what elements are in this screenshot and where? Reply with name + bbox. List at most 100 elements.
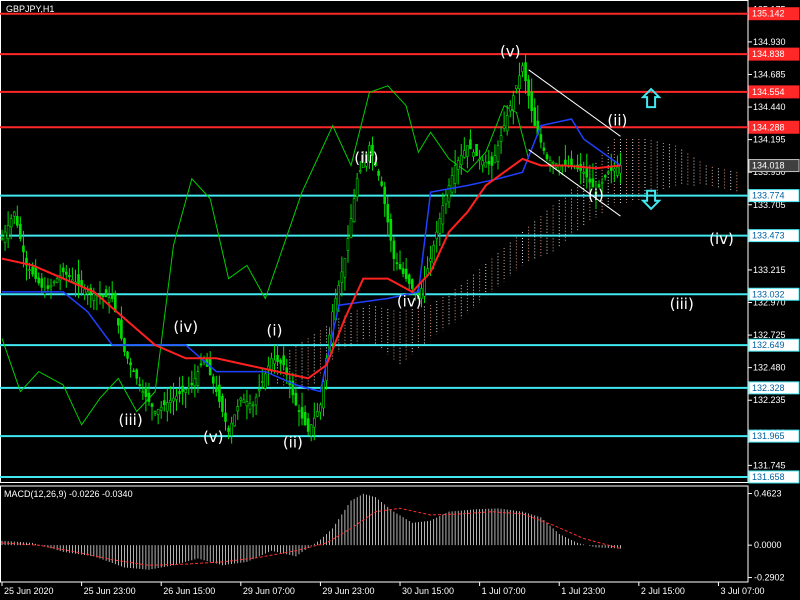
candle-bull [548, 160, 552, 165]
candle-bull [257, 389, 261, 392]
price-level-tag-text: 132.328 [752, 383, 785, 393]
candle-bear [524, 62, 527, 82]
candle-bear [25, 257, 28, 266]
candle-bull [502, 125, 506, 129]
x-tick-label: 1 Jul 07:00 [482, 586, 526, 596]
candle-bull [319, 404, 322, 413]
candle-bear [31, 266, 34, 275]
wave-label: (ii) [283, 433, 303, 451]
candle-bull [478, 158, 481, 161]
macd-signal-line [1, 507, 621, 566]
candle-bear [178, 391, 181, 395]
wave-label: (v) [203, 428, 224, 446]
candle-bear [392, 240, 396, 259]
candle-bull [438, 218, 442, 234]
candle-bear [303, 412, 307, 426]
main-plot-frame [0, 0, 749, 483]
candle-bull [484, 161, 488, 168]
candle-bear [282, 355, 285, 366]
candle-bear [395, 262, 399, 264]
candle-bull [175, 395, 178, 400]
candle-bear [129, 362, 132, 366]
candle-bull [270, 358, 273, 370]
candle-bear [221, 395, 224, 412]
candle-bear [132, 370, 135, 373]
candle-bear [227, 427, 230, 432]
candle-bull [423, 278, 426, 297]
price-level-tag [748, 338, 800, 352]
candle-bull [496, 145, 500, 162]
candle-bear [398, 263, 402, 269]
candle-bear [603, 175, 607, 178]
candle-bull [619, 165, 622, 174]
wave-label: (iv) [709, 230, 734, 248]
candle-bear [490, 156, 494, 166]
candle-bear [380, 181, 383, 186]
candle-bull [28, 269, 31, 272]
candle-bull [184, 389, 188, 393]
candle-bear [144, 387, 148, 397]
candle-bull [49, 284, 53, 288]
channel-lower-line [528, 149, 621, 217]
candle-bull [505, 115, 509, 132]
wave-label: (v) [500, 43, 521, 61]
price-level-tag-text: 131.658 [752, 472, 785, 482]
candle-bear [377, 170, 380, 176]
candle-bull [447, 185, 451, 203]
symbol-label: GBPJPY,H1 [6, 4, 54, 14]
candle-bear [285, 367, 289, 376]
price-level-tag [748, 381, 800, 395]
candle-bear [126, 351, 129, 359]
candle-bear [570, 158, 573, 166]
candle-bear [300, 407, 304, 419]
y-tick-label: 132.480 [753, 363, 786, 373]
candle-bear [279, 360, 282, 364]
price-level-tag-text: 133.032 [752, 289, 785, 299]
candle-bull [355, 178, 359, 198]
lagging-span-line [1, 85, 530, 426]
wave-label: (iii) [670, 295, 694, 313]
candle-bear [16, 216, 19, 226]
candle-bull [493, 155, 497, 164]
candle-bear [101, 295, 105, 297]
candle-bear [383, 186, 387, 205]
candle-bear [215, 387, 218, 392]
candle-bull [248, 402, 252, 410]
candle-bear [542, 147, 546, 151]
candle-bull [435, 231, 439, 240]
wave-label: (iii) [354, 149, 378, 167]
candle-bull [273, 359, 276, 365]
candle-bear [306, 418, 310, 432]
candle-bull [600, 181, 604, 184]
candle-bull [518, 75, 521, 90]
candle-bull [251, 404, 255, 407]
price-level-tag [748, 85, 800, 99]
candle-bull [156, 409, 160, 415]
candle-bull [420, 288, 423, 299]
candle-bear [162, 400, 166, 406]
price-level-tag [748, 7, 800, 21]
price-level-tag [748, 429, 800, 443]
candle-bear [224, 412, 227, 422]
candle-bull [352, 198, 356, 223]
candle-bear [297, 410, 301, 412]
current-price-tag [748, 159, 800, 173]
candle-bear [120, 319, 123, 339]
candle-bull [444, 195, 448, 205]
candle-bull [3, 231, 7, 244]
macd-tick-label: 0.0000 [754, 540, 782, 550]
candle-bull [459, 155, 463, 166]
candle-bull [233, 414, 236, 427]
candle-bear [37, 277, 41, 284]
candle-bear [404, 268, 408, 279]
candle-bear [218, 384, 221, 402]
wave-label: (i) [588, 186, 604, 204]
candle-bull [260, 381, 264, 383]
candle-bear [211, 376, 215, 384]
candle-bull [92, 293, 96, 301]
candle-bear [588, 178, 592, 183]
candle-bear [374, 161, 377, 166]
x-tick-label: 30 Jun 15:00 [402, 586, 454, 596]
